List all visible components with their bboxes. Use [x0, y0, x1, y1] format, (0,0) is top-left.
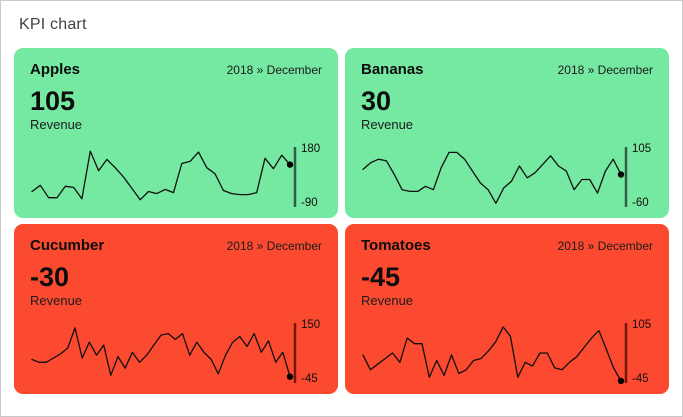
tile-period: 2018 » December: [557, 239, 653, 253]
tile-header: Bananas 2018 » December: [361, 61, 653, 78]
tile-period: 2018 » December: [226, 239, 322, 253]
kpi-value: 105: [30, 86, 76, 116]
axis-max-label: 180: [301, 143, 321, 155]
tile-header: Apples 2018 » December: [30, 61, 322, 78]
kpi-metric-label: Revenue: [361, 117, 414, 133]
axis-min-label: -45: [301, 372, 318, 385]
kpi-tile-apples[interactable]: Apples 2018 » December 105 Revenue 180 -…: [14, 48, 338, 218]
kpi-tile-tomatoes[interactable]: Tomatoes 2018 » December -45 Revenue 105…: [345, 224, 669, 394]
sparkline-area: 180 -90: [30, 143, 322, 209]
kpi-metric-label: Revenue: [30, 117, 83, 133]
tile-title: Cucumber: [30, 237, 105, 254]
sparkline-area: 105 -60: [361, 143, 653, 209]
sparkline-end-dot: [617, 171, 625, 178]
tile-period: 2018 » December: [557, 63, 653, 77]
sparkline-path: [31, 150, 291, 201]
axis-min-label: -60: [632, 196, 649, 209]
sparkline-svg: [362, 323, 628, 384]
kpi-value: -30: [30, 262, 70, 292]
kpi-tile-bananas[interactable]: Bananas 2018 » December 30 Revenue 105 -…: [345, 48, 669, 218]
axis-min-label: -45: [632, 372, 649, 385]
sparkline-svg: [31, 147, 297, 207]
kpi-metric-label: Revenue: [30, 293, 83, 309]
tile-period: 2018 » December: [226, 63, 322, 77]
axis-max-label: 105: [632, 319, 652, 331]
tile-header: Cucumber 2018 » December: [30, 237, 322, 254]
axis-max-label: 105: [632, 143, 652, 155]
sparkline-end-dot: [286, 373, 294, 380]
sparkline-end-dot: [617, 377, 625, 384]
sparkline-svg: [362, 147, 628, 207]
kpi-tile-cucumber[interactable]: Cucumber 2018 » December -30 Revenue 150…: [14, 224, 338, 394]
kpi-value: -45: [361, 262, 401, 292]
tile-header: Tomatoes 2018 » December: [361, 237, 653, 254]
sparkline-path: [362, 151, 622, 204]
kpi-grid: Apples 2018 » December 105 Revenue 180 -…: [14, 48, 669, 394]
axis-min-label: -90: [301, 196, 318, 209]
axis-max-label: 150: [301, 319, 321, 331]
sparkline-svg: [31, 323, 297, 383]
page-title: KPI chart: [19, 16, 87, 33]
tile-title: Bananas: [361, 61, 424, 78]
sparkline-area: 150 -45: [30, 319, 322, 385]
tile-title: Tomatoes: [361, 237, 431, 254]
tile-title: Apples: [30, 61, 81, 78]
kpi-value: 30: [361, 86, 392, 116]
sparkline-area: 105 -45: [361, 319, 653, 385]
sparkline-end-dot: [286, 161, 294, 168]
sparkline-path: [362, 326, 622, 382]
sparkline-path: [31, 327, 291, 378]
kpi-metric-label: Revenue: [361, 293, 414, 309]
